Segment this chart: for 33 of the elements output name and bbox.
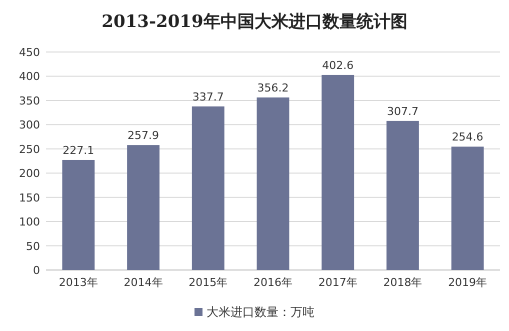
y-tick-label: 150 xyxy=(19,191,40,204)
x-tick-label: 2017年 xyxy=(318,276,358,289)
y-tick-label: 300 xyxy=(19,118,40,132)
y-tick-label: 200 xyxy=(19,167,40,180)
bar xyxy=(322,74,354,270)
x-tick-label: 2014年 xyxy=(124,276,163,289)
data-label: 337.7 xyxy=(192,90,224,104)
data-label: 257.9 xyxy=(128,129,160,142)
legend-label: 大米进口数量：万吨 xyxy=(206,305,314,319)
data-label: 227.1 xyxy=(62,144,94,157)
x-tick-label: 2016年 xyxy=(254,276,292,289)
y-tick-label: 250 xyxy=(19,142,40,156)
bar xyxy=(451,146,484,270)
x-tick-label: 2015年 xyxy=(188,276,228,289)
x-tick-label: 2018年 xyxy=(383,276,422,289)
bar xyxy=(386,120,419,270)
data-label: 254.6 xyxy=(452,130,484,144)
bar xyxy=(62,160,95,270)
y-tick-label: 350 xyxy=(19,94,40,108)
data-label: 307.7 xyxy=(386,104,418,118)
data-label: 356.2 xyxy=(257,81,289,94)
bar xyxy=(127,145,160,270)
y-tick-label: 450 xyxy=(19,46,40,59)
bar xyxy=(256,97,290,270)
data-label: 402.6 xyxy=(322,58,354,72)
y-tick-label: 100 xyxy=(19,216,40,229)
x-tick-label: 2013年 xyxy=(58,276,98,289)
bar xyxy=(192,106,224,270)
y-tick-label: 0 xyxy=(33,264,40,277)
chart-title: 2013-2019年中国大米进口数量统计图 xyxy=(102,12,408,32)
y-tick-label: 400 xyxy=(19,70,40,84)
y-tick-label: 50 xyxy=(26,240,40,253)
x-tick-label: 2019年 xyxy=(448,276,488,289)
